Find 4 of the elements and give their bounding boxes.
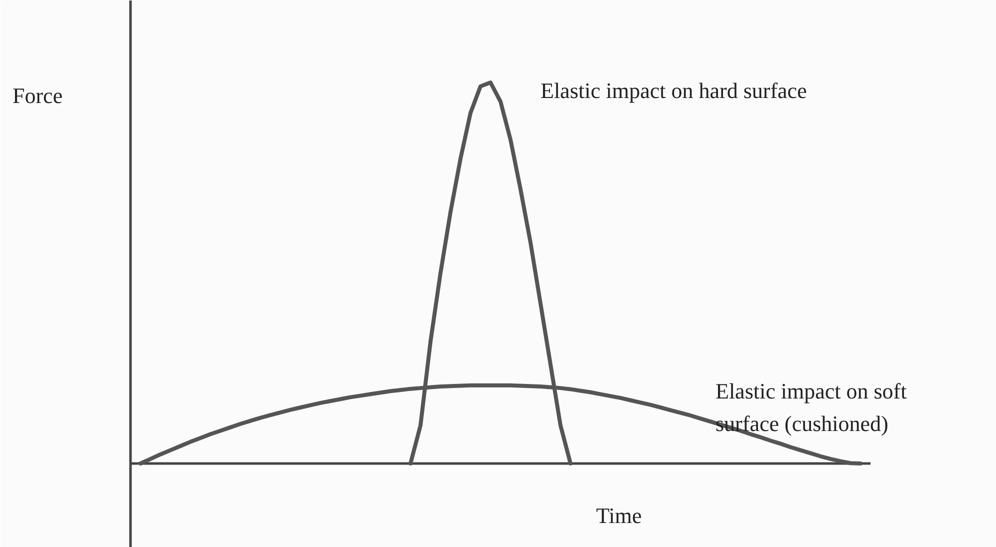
y-axis-title: Force [12,83,63,108]
x-axis-title: Time [596,503,642,528]
series-label: Elastic impact on soft surface (cushioned) [716,378,907,436]
series-label: Elastic impact on hard surface [540,78,807,103]
